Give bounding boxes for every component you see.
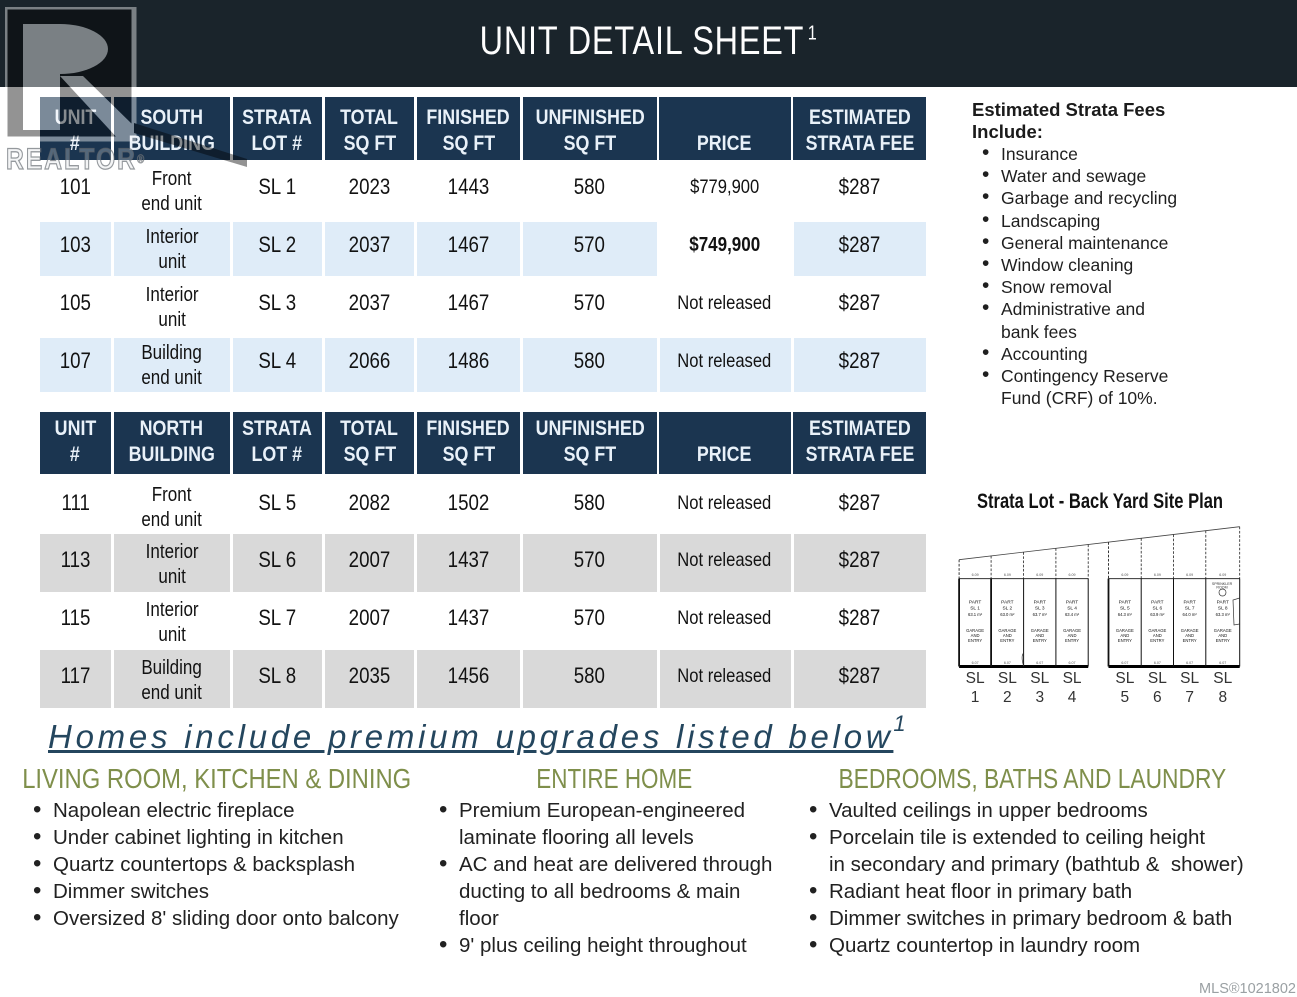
- svg-text:AND: AND: [1035, 633, 1044, 638]
- svg-text:AND: AND: [1003, 633, 1012, 638]
- svg-text:PART: PART: [1034, 600, 1046, 606]
- svg-text:AND: AND: [1218, 633, 1227, 638]
- svg-text:SL 4: SL 4: [1067, 606, 1077, 612]
- svg-text:3: 3: [1035, 689, 1044, 706]
- svg-text:SL: SL: [1030, 670, 1049, 687]
- svg-text:63.1 m²: 63.1 m²: [968, 612, 983, 617]
- svg-text:SL: SL: [1115, 670, 1134, 687]
- svg-text:GARAGE: GARAGE: [1148, 628, 1166, 633]
- svg-text:PART: PART: [1066, 600, 1078, 606]
- svg-text:SPRINKLER: SPRINKLER: [1212, 582, 1233, 586]
- svg-text:GARAGE: GARAGE: [1181, 628, 1199, 633]
- svg-text:6.09: 6.09: [1121, 573, 1128, 577]
- svg-text:2: 2: [1003, 689, 1012, 706]
- svg-text:64.3 m²: 64.3 m²: [1118, 612, 1133, 617]
- svg-text:8: 8: [1218, 689, 1227, 706]
- svg-text:AND: AND: [1120, 633, 1129, 638]
- svg-text:SL: SL: [1148, 670, 1167, 687]
- svg-text:PART: PART: [969, 600, 981, 606]
- svg-text:SL 1: SL 1: [970, 606, 980, 612]
- svg-text:6.07: 6.07: [972, 661, 979, 665]
- svg-text:SL 5: SL 5: [1120, 606, 1130, 612]
- svg-text:GARAGE: GARAGE: [1031, 628, 1049, 633]
- svg-text:4: 4: [1068, 689, 1077, 706]
- svg-text:SL 8: SL 8: [1218, 606, 1228, 612]
- svg-text:AND: AND: [1153, 633, 1162, 638]
- svg-text:SL: SL: [1213, 670, 1232, 687]
- svg-text:6.09: 6.09: [1154, 573, 1161, 577]
- svg-text:7: 7: [1185, 689, 1194, 706]
- svg-text:1: 1: [971, 689, 980, 706]
- svg-text:6.09: 6.09: [1004, 573, 1011, 577]
- svg-text:SL 2: SL 2: [1002, 606, 1012, 612]
- svg-text:SL 7: SL 7: [1185, 606, 1195, 612]
- svg-text:GARAGE: GARAGE: [966, 628, 984, 633]
- svg-text:6.09: 6.09: [1069, 573, 1076, 577]
- svg-text:GARAGE: GARAGE: [1063, 628, 1081, 633]
- svg-text:63.9 m²: 63.9 m²: [1150, 612, 1165, 617]
- svg-text:5: 5: [1121, 689, 1130, 706]
- svg-text:ENTRY: ENTRY: [1000, 638, 1014, 643]
- svg-text:SL 3: SL 3: [1035, 606, 1045, 612]
- svg-text:ENTRY: ENTRY: [1150, 638, 1164, 643]
- svg-text:63.7 m²: 63.7 m²: [1033, 612, 1048, 617]
- svg-text:64.0 m²: 64.0 m²: [1183, 612, 1198, 617]
- svg-text:6.09: 6.09: [1219, 573, 1226, 577]
- svg-text:ENTRY: ENTRY: [1118, 638, 1132, 643]
- svg-text:ENTRY: ENTRY: [1065, 638, 1079, 643]
- svg-text:SL: SL: [998, 670, 1017, 687]
- svg-text:63.0 m²: 63.0 m²: [1000, 612, 1015, 617]
- svg-text:PART: PART: [1183, 600, 1195, 606]
- svg-text:6.09: 6.09: [1036, 573, 1043, 577]
- svg-text:ENTRY: ENTRY: [1216, 638, 1230, 643]
- svg-text:SL: SL: [1063, 670, 1082, 687]
- svg-text:6.09: 6.09: [972, 573, 979, 577]
- svg-text:6.09: 6.09: [1186, 573, 1193, 577]
- svg-text:ROOM: ROOM: [1216, 586, 1227, 590]
- svg-text:6: 6: [1153, 689, 1162, 706]
- svg-text:6.07: 6.07: [1154, 661, 1161, 665]
- svg-text:ENTRY: ENTRY: [1183, 638, 1197, 643]
- svg-text:6.07: 6.07: [1121, 661, 1128, 665]
- svg-text:6.07: 6.07: [1186, 661, 1193, 665]
- svg-text:63.4 m²: 63.4 m²: [1065, 612, 1080, 617]
- svg-text:GARAGE: GARAGE: [1214, 628, 1232, 633]
- svg-text:PART: PART: [1119, 600, 1131, 606]
- svg-text:Strata Lot - Back Yard Site Pl: Strata Lot - Back Yard Site Plan: [977, 490, 1223, 513]
- svg-text:PART: PART: [1151, 600, 1163, 606]
- svg-text:ENTRY: ENTRY: [968, 638, 982, 643]
- svg-text:GARAGE: GARAGE: [998, 628, 1016, 633]
- svg-text:AND: AND: [1068, 633, 1077, 638]
- svg-text:PART: PART: [1001, 600, 1013, 606]
- svg-text:AND: AND: [971, 633, 980, 638]
- svg-text:PART: PART: [1217, 600, 1229, 606]
- svg-text:SL: SL: [966, 670, 985, 687]
- svg-text:6.07: 6.07: [1219, 661, 1226, 665]
- svg-text:SL: SL: [1180, 670, 1199, 687]
- svg-text:SL 6: SL 6: [1152, 606, 1162, 612]
- svg-text:ENTRY: ENTRY: [1033, 638, 1047, 643]
- svg-text:6.07: 6.07: [1004, 661, 1011, 665]
- svg-text:63.3 m²: 63.3 m²: [1216, 612, 1231, 617]
- svg-text:GARAGE: GARAGE: [1116, 628, 1134, 633]
- svg-text:6.07: 6.07: [1036, 661, 1043, 665]
- svg-text:AND: AND: [1185, 633, 1194, 638]
- svg-text:6.07: 6.07: [1069, 661, 1076, 665]
